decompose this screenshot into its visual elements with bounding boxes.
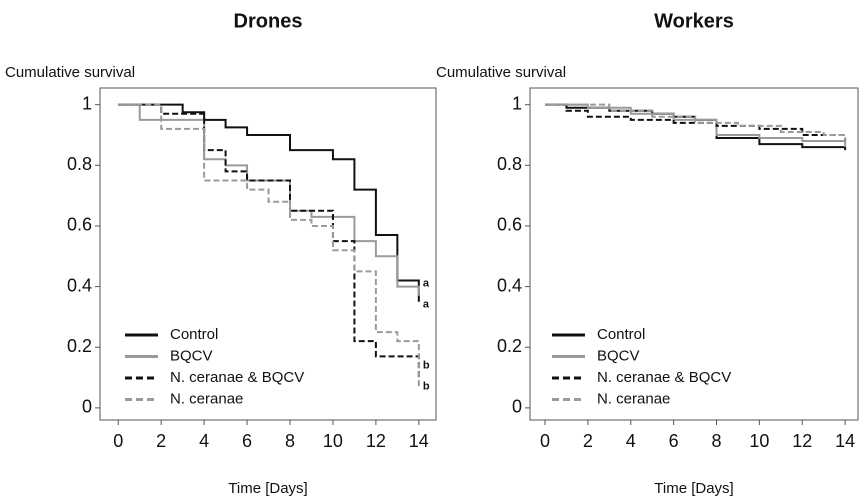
legend-label: Control — [597, 326, 645, 343]
annotation: a — [423, 277, 430, 289]
legend-label: Control — [170, 326, 218, 343]
survival-curve — [118, 103, 420, 378]
y-tick-label: 0 — [512, 397, 522, 417]
chart-title: Workers — [654, 10, 734, 32]
survival-curve — [545, 103, 847, 142]
annotation: b — [423, 359, 430, 371]
annotation: a — [423, 299, 430, 311]
survival-curve — [118, 103, 420, 302]
y-tick-label: 0.4 — [497, 275, 522, 295]
panel: Drones Cumulative survival Time [Days] 0 0.2… — [5, 10, 437, 497]
x-tick-label: 14 — [835, 431, 855, 451]
x-tick-label: 4 — [199, 431, 209, 451]
x-tick-label: 12 — [366, 431, 386, 451]
y-tick-label: 0.6 — [497, 215, 522, 235]
y-tick-label: 0.8 — [67, 154, 92, 174]
y-tick-label: 1 — [82, 93, 92, 113]
y-tick-label: 0.2 — [497, 336, 522, 356]
x-tick-label: 6 — [669, 431, 679, 451]
x-tick-label: 4 — [626, 431, 636, 451]
y-tick-label: 0.6 — [67, 215, 92, 235]
plot-frame — [529, 87, 859, 421]
y-tick-label: 0.8 — [497, 154, 522, 174]
legend-label: BQCV — [170, 347, 213, 364]
x-tick-label: 10 — [749, 431, 769, 451]
annotation: b — [423, 381, 430, 393]
x-tick-label: 8 — [285, 431, 295, 451]
panel: Workers Cumulative survival Time [Days] 0 0.… — [436, 10, 859, 497]
x-tick-label: 10 — [323, 431, 343, 451]
survival-curve — [118, 103, 420, 387]
survival-curve — [118, 103, 420, 296]
y-axis-label: Cumulative survival — [436, 64, 566, 81]
x-tick-label: 14 — [409, 431, 429, 451]
x-tick-label: 6 — [242, 431, 252, 451]
legend-label: N. ceranae & BQCV — [170, 369, 304, 386]
x-tick-label: 0 — [113, 431, 123, 451]
y-tick-label: 1 — [512, 93, 522, 113]
legend-label: N. ceranae & BQCV — [597, 369, 731, 386]
y-tick-label: 0.4 — [67, 275, 92, 295]
x-tick-label: 0 — [540, 431, 550, 451]
survival-curve — [545, 103, 847, 142]
survival-curve — [545, 103, 847, 151]
x-axis-label: Time [Days] — [228, 480, 307, 497]
y-tick-label: 0 — [82, 397, 92, 417]
legend-label: N. ceranae — [597, 390, 670, 407]
chart-title: Drones — [234, 10, 303, 32]
x-tick-label: 8 — [712, 431, 722, 451]
legend-label: BQCV — [597, 347, 640, 364]
plot-frame — [99, 87, 437, 421]
x-tick-label: 2 — [583, 431, 593, 451]
x-axis-label: Time [Days] — [654, 480, 733, 497]
legend-label: N. ceranae — [170, 390, 243, 407]
x-tick-label: 2 — [156, 431, 166, 451]
survival-curve — [545, 103, 847, 148]
y-tick-label: 0.2 — [67, 336, 92, 356]
x-tick-label: 12 — [792, 431, 812, 451]
y-axis-label: Cumulative survival — [5, 64, 135, 81]
